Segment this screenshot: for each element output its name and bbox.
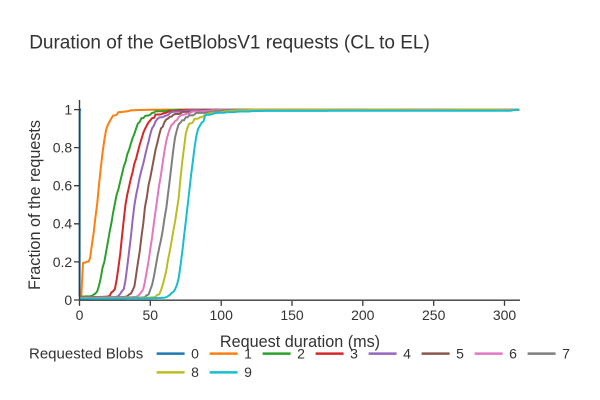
svg-text:1: 1 [244,345,252,361]
svg-text:0: 0 [76,307,84,323]
svg-text:300: 300 [493,307,517,323]
svg-text:Request duration (ms): Request duration (ms) [220,333,380,351]
svg-text:0.8: 0.8 [53,140,73,156]
svg-text:Duration of the GetBlobsV1 req: Duration of the GetBlobsV1 requests (CL … [29,33,430,54]
svg-text:6: 6 [509,345,517,361]
svg-text:200: 200 [351,307,375,323]
svg-text:0.4: 0.4 [53,216,73,232]
svg-text:2: 2 [297,345,305,361]
svg-text:150: 150 [280,307,304,323]
svg-text:9: 9 [244,364,252,380]
svg-text:3: 3 [350,345,358,361]
svg-text:100: 100 [210,307,234,323]
svg-text:0: 0 [191,345,199,361]
svg-text:50: 50 [143,307,159,323]
svg-text:250: 250 [422,307,446,323]
svg-text:Fraction of the requests: Fraction of the requests [26,120,44,290]
svg-text:8: 8 [191,364,199,380]
svg-text:1: 1 [64,102,72,118]
svg-text:0.6: 0.6 [53,178,73,194]
svg-text:4: 4 [403,345,411,361]
svg-text:Requested Blobs: Requested Blobs [29,346,143,363]
svg-text:0.2: 0.2 [53,254,73,270]
svg-text:7: 7 [562,345,570,361]
svg-text:0: 0 [64,292,72,308]
svg-text:5: 5 [456,345,464,361]
